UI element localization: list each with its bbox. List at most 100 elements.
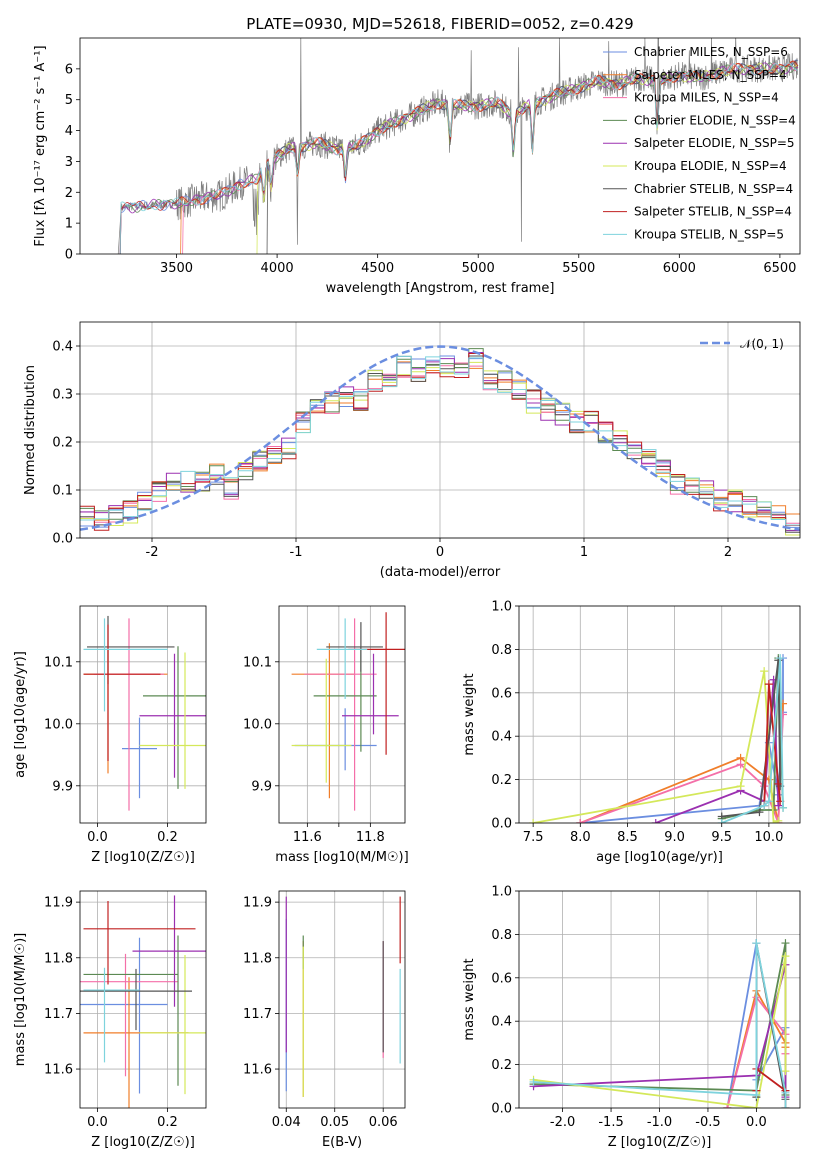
legend-label: Kroupa ELODIE, N_SSP=4 — [634, 159, 787, 173]
residuals-ytick-label: 0.0 — [52, 532, 73, 547]
observed-spectrum-line — [117, 38, 799, 254]
weight-vs-Z-ytick-label: 0.4 — [491, 1015, 512, 1030]
age-vs-Z-xtick-label: 0.0 — [87, 830, 108, 845]
mass-vs-Z-plot-area — [80, 895, 206, 1108]
mass-weight-line — [532, 670, 779, 823]
residuals-xlabel: (data-model)/error — [380, 565, 501, 580]
mass-weight-marker — [781, 1088, 790, 1097]
mass-weight-marker — [764, 797, 773, 806]
mass-weight-marker — [781, 1104, 790, 1108]
weight-vs-Z-plot-area — [529, 939, 790, 1108]
weight-vs-age-ytick-label: 0.6 — [491, 686, 512, 701]
age-vs-mass-ytick-label: 10.1 — [243, 655, 272, 670]
residuals-ytick-label: 0.2 — [52, 436, 73, 451]
mass-vs-EBV-ytick-label: 11.6 — [243, 1063, 272, 1078]
legend-label: Chabrier STELIB, N_SSP=4 — [634, 182, 793, 196]
spectrum-legend: Chabrier MILES, N_SSP=6 Salpeter MILES, N… — [603, 45, 796, 241]
mass-weight-marker — [576, 819, 585, 823]
mass-weight-marker — [781, 952, 790, 961]
age-vs-Z-plot-area — [83, 615, 206, 811]
age-vs-mass-grid — [279, 606, 405, 823]
legend-label: Chabrier ELODIE, N_SSP=4 — [634, 113, 796, 127]
age-vs-mass-ytick-label: 9.9 — [251, 779, 272, 794]
residuals-xtick-label: 2 — [724, 545, 732, 560]
spectrum-xtick-label: 5000 — [462, 261, 495, 276]
spectrum-xlabel: wavelength [Angstrom, rest frame] — [326, 281, 555, 296]
residuals-xtick-label: 0 — [436, 545, 444, 560]
weight-vs-age-xtick-label: 7.5 — [523, 830, 544, 845]
age-vs-Z-grid — [80, 606, 206, 823]
mass-vs-Z-panel: 0.0 0.2 11.6 11.7 11.8 11.9 Z [log10(Z/Z☉)] mas… — [13, 890, 207, 1150]
weight-vs-Z-ytick-label: 0.2 — [491, 1058, 512, 1073]
legend-label: Chabrier MILES, N_SSP=6 — [634, 45, 788, 59]
legend-label: Salpeter MILES, N_SSP=4 — [634, 68, 787, 82]
spectrum-ytick-label: 4 — [65, 124, 73, 139]
mass-vs-Z-ytick-label: 11.7 — [44, 1007, 73, 1022]
legend-label: Salpeter ELODIE, N_SSP=5 — [634, 136, 795, 150]
legend-label: Kroupa STELIB, N_SSP=5 — [634, 227, 784, 241]
mass-weight-marker — [736, 782, 745, 791]
weight-vs-Z-ytick-label: 0.8 — [491, 928, 512, 943]
spectrum-xtick-label: 5500 — [562, 261, 595, 276]
age-vs-mass-plot-area — [291, 612, 405, 811]
mass-weight-marker — [764, 680, 773, 689]
weight-vs-age-xtick-label: 10.0 — [754, 830, 783, 845]
weight-vs-age-ytick-label: 0.4 — [491, 730, 512, 745]
mass-vs-Z-ytick-label: 11.6 — [44, 1063, 73, 1078]
mass-weight-marker — [755, 808, 764, 817]
mass-vs-EBV-ytick-label: 11.9 — [243, 896, 272, 911]
spectrum-xtick-label: 6500 — [763, 261, 796, 276]
mass-vs-Z-xtick-label: 0.2 — [157, 1115, 178, 1130]
residuals-legend: 𝒩(0, 1) — [700, 337, 784, 351]
weight-vs-Z-xtick-label: 0.0 — [746, 1115, 767, 1130]
residuals-plot-area — [80, 345, 800, 536]
residual-histogram — [80, 355, 800, 526]
spectrum-frame — [79, 37, 801, 255]
weight-vs-age-xtick-label: 9.5 — [711, 830, 732, 845]
weight-vs-Z-ytick-label: 1.0 — [491, 885, 512, 900]
residuals-ylabel: Normed distribution — [23, 365, 38, 495]
mass-vs-Z-grid — [80, 891, 206, 1108]
mass-weight-marker — [651, 819, 660, 823]
mass-weight-marker — [529, 819, 538, 823]
legend-label: Kroupa MILES, N_SSP=4 — [634, 91, 779, 105]
mass-vs-Z-frame — [79, 890, 207, 1109]
mass-weight-marker — [774, 779, 783, 788]
age-vs-Z-ytick-label: 9.9 — [52, 779, 73, 794]
model-spectrum-line — [119, 59, 799, 254]
age-vs-Z-xtick-label: 0.2 — [157, 830, 178, 845]
age-vs-Z-panel: 0.0 0.2 9.9 10.0 10.1 Z [log10(Z/Z☉)] age [log… — [13, 605, 207, 865]
residuals-xtick-label: 1 — [580, 545, 588, 560]
age-vs-mass-xtick-label: 11.6 — [293, 830, 322, 845]
mass-vs-EBV-panel: 0.04 0.05 0.06 11.6 11.7 11.8 11.9 E(B-V) — [243, 890, 406, 1150]
residual-histogram — [80, 352, 800, 531]
mass-weight-marker — [752, 939, 761, 948]
mass-weight-marker — [781, 1067, 790, 1076]
weight-vs-age-frame — [518, 605, 801, 824]
weight-vs-age-ytick-label: 0.8 — [491, 643, 512, 658]
spectrum-ylabel: Flux [fλ 10⁻¹⁷ erg cm⁻² s⁻¹ A⁻¹] — [33, 45, 48, 246]
age-vs-mass-xtick-label: 11.8 — [356, 830, 385, 845]
mass-weight-marker — [774, 801, 783, 810]
mass-vs-EBV-grid — [279, 891, 405, 1108]
weight-vs-age-xlabel: age [log10(age/yr)] — [596, 850, 723, 865]
mass-vs-EBV-ytick-label: 11.8 — [243, 951, 272, 966]
residuals-panel: -2 -1 0 1 2 0.0 0.1 0.2 0.3 0.4 (data-model)/error… — [23, 321, 801, 580]
weight-vs-Z-ylabel: mass weight — [462, 958, 477, 1040]
age-vs-Z-xlabel: Z [log10(Z/Z☉)] — [91, 850, 195, 865]
weight-vs-age-ylabel: mass weight — [462, 673, 477, 755]
weight-vs-Z-ytick-label: 0.6 — [491, 971, 512, 986]
mass-vs-EBV-xtick-label: 0.04 — [272, 1115, 301, 1130]
residuals-xtick-label: -2 — [146, 545, 159, 560]
spectrum-ytick-label: 2 — [65, 186, 73, 201]
mass-vs-EBV-xlabel: E(B-V) — [322, 1135, 362, 1150]
legend-label: Salpeter STELIB, N_SSP=4 — [634, 205, 792, 219]
mass-vs-Z-ytick-label: 11.9 — [44, 896, 73, 911]
mass-weight-marker — [781, 939, 790, 948]
spectrum-ytick-label: 0 — [65, 248, 73, 263]
spectrum-ytick-label: 5 — [65, 93, 73, 108]
age-vs-mass-xlabel: mass [log10(M/M☉)] — [275, 850, 408, 865]
spectrum-panel: 3500 4000 4500 5000 5500 6000 6500 0 1 2 3 4 5 6 wavel… — [33, 37, 801, 296]
mass-weight-line — [533, 955, 787, 1108]
